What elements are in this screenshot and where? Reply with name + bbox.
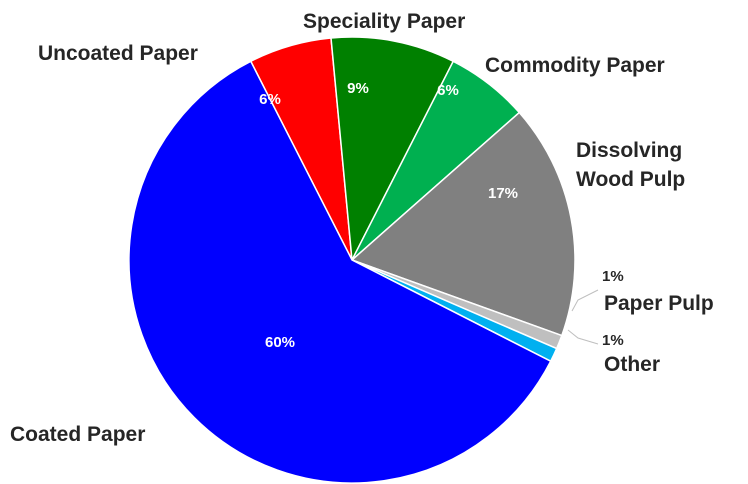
leader-line-paper-pulp [571, 289, 599, 312]
pct-label-speciality-paper: 9% [347, 80, 369, 97]
pct-label-uncoated-paper: 6% [259, 91, 281, 108]
slice-coated-paper [128, 60, 552, 484]
category-label-other: Other [604, 353, 660, 376]
pct-label-other: 1% [602, 332, 624, 349]
pct-label-coated-paper: 60% [265, 334, 295, 351]
category-label-paper-pulp: Paper Pulp [604, 292, 714, 315]
category-label-dissolving-wood-pulp: Dissolving Wood Pulp [576, 139, 688, 191]
pct-label-paper-pulp: 1% [602, 268, 624, 285]
slice-speciality-paper [330, 36, 455, 263]
leader-line-other [567, 329, 599, 345]
leader-lines [567, 289, 599, 345]
category-label-coated-paper: Coated Paper [10, 423, 145, 446]
category-label-dissolving-wood-pulp-line2: Wood Pulp [576, 168, 685, 191]
category-label-commodity-paper: Commodity Paper [485, 54, 665, 77]
category-label-uncoated-paper: Uncoated Paper [38, 42, 198, 65]
category-label-speciality-paper: Speciality Paper [303, 10, 465, 33]
pct-label-dissolving-wood-pulp: 17% [488, 185, 518, 202]
category-label-dissolving-wood-pulp-line1: Dissolving [576, 139, 682, 162]
pct-label-commodity-paper: 6% [437, 82, 459, 99]
pie-slices [128, 36, 576, 484]
